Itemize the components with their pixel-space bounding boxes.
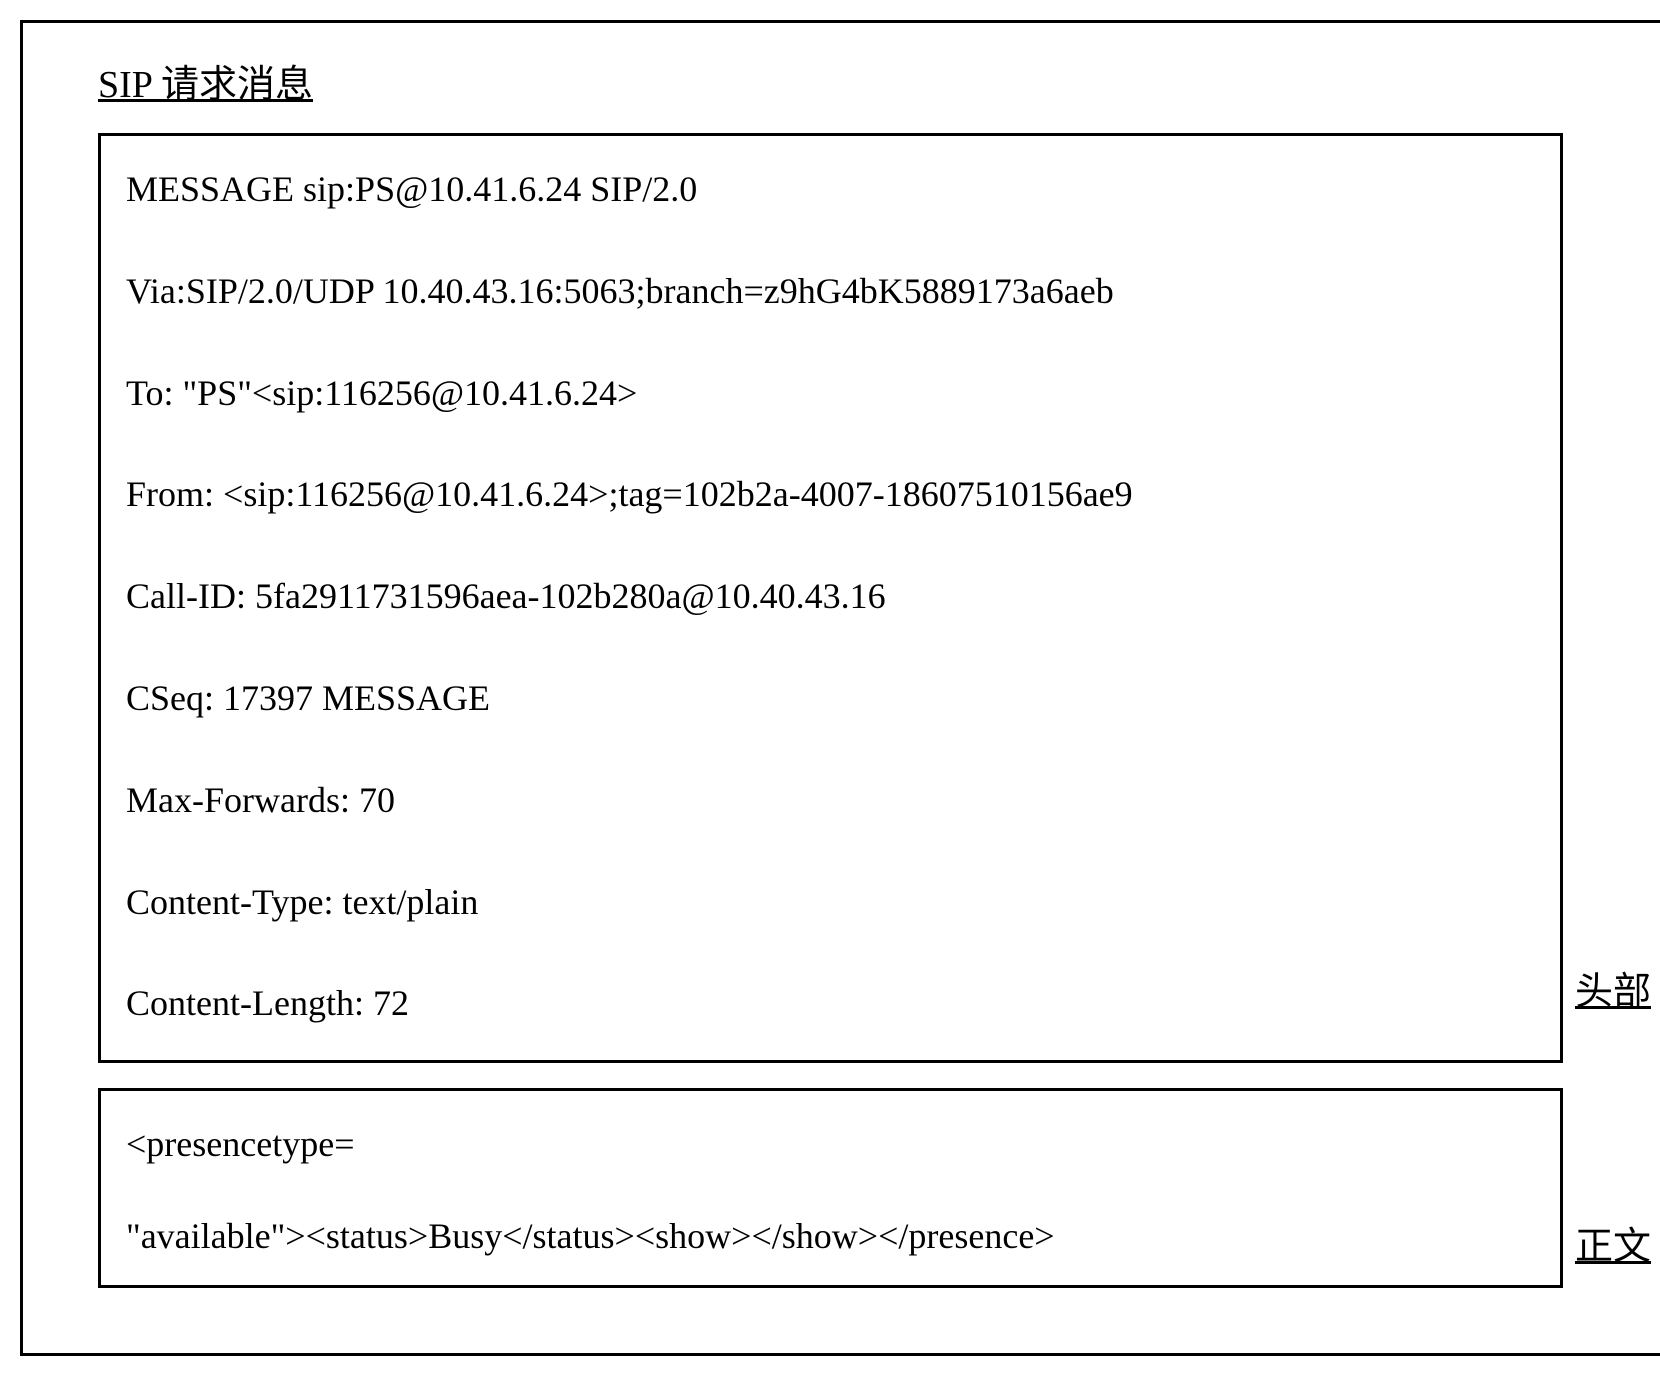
sip-header-box: MESSAGE sip:PS@10.41.6.24 SIP/2.0 Via:SI… xyxy=(98,133,1563,1063)
sip-body-line-2: "available"><status>Busy</status><show><… xyxy=(126,1213,1535,1260)
sip-contentlength-header: Content-Length: 72 xyxy=(126,980,1535,1027)
header-section-label: 头部 xyxy=(1575,960,1651,1015)
sip-from-header: From: <sip:116256@10.41.6.24>;tag=102b2a… xyxy=(126,471,1535,518)
sip-body-box: <presencetype= "available"><status>Busy<… xyxy=(98,1088,1563,1288)
sip-contenttype-header: Content-Type: text/plain xyxy=(126,879,1535,926)
sip-callid-header: Call-ID: 5fa2911731596aea-102b280a@10.40… xyxy=(126,573,1535,620)
sip-to-header: To: "PS"<sip:116256@10.41.6.24> xyxy=(126,370,1535,417)
sip-request-line: MESSAGE sip:PS@10.41.6.24 SIP/2.0 xyxy=(126,166,1535,213)
sip-message-container: SIP 请求消息 MESSAGE sip:PS@10.41.6.24 SIP/2… xyxy=(20,20,1660,1356)
document-title: SIP 请求消息 xyxy=(98,53,1617,108)
body-section-label: 正文 xyxy=(1575,1215,1651,1270)
sip-cseq-header: CSeq: 17397 MESSAGE xyxy=(126,675,1535,722)
sip-maxforwards-header: Max-Forwards: 70 xyxy=(126,777,1535,824)
sip-via-header: Via:SIP/2.0/UDP 10.40.43.16:5063;branch=… xyxy=(126,268,1535,315)
sip-body-line-1: <presencetype= xyxy=(126,1121,1535,1168)
